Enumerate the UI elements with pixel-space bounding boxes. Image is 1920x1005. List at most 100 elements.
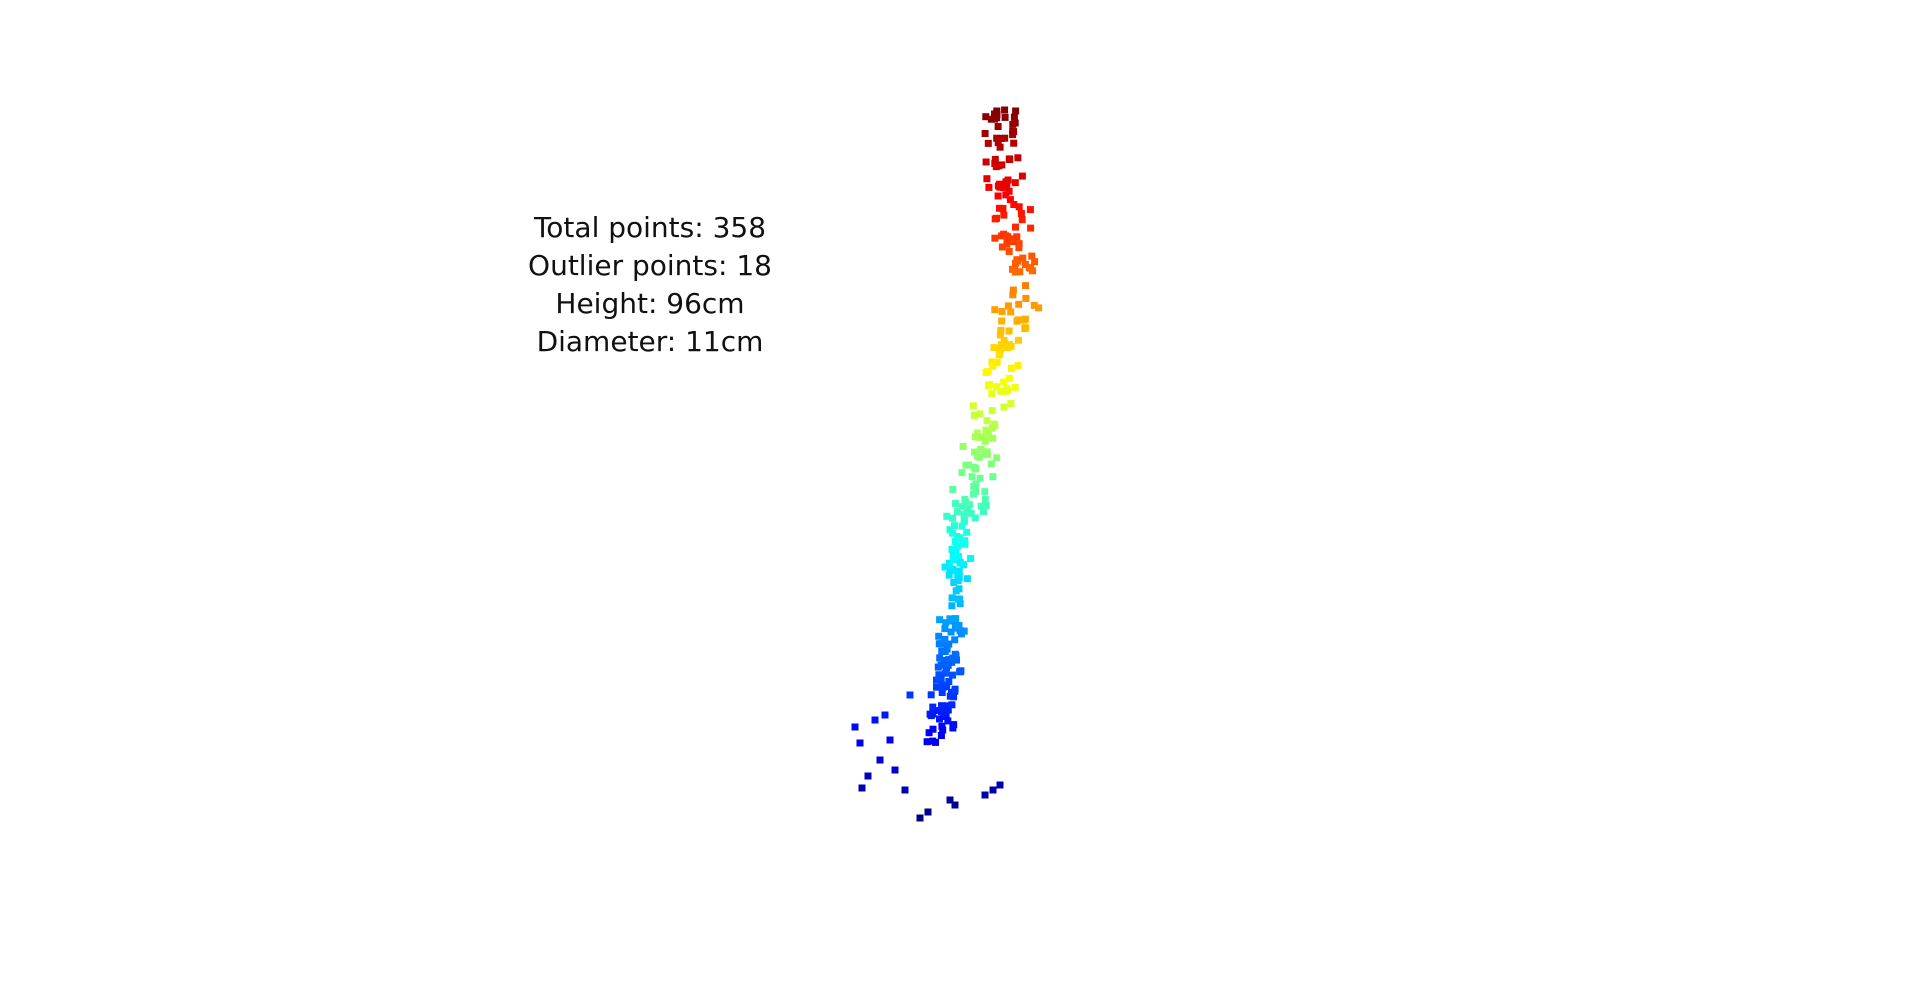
cloud-point [949,671,956,679]
cloud-point [989,434,997,442]
cloud-point [941,563,949,571]
cloud-point [1019,254,1027,262]
cloud-point [932,738,939,746]
cloud-point [864,772,872,780]
cloud-point [981,130,989,137]
cloud-point [1011,383,1019,391]
cloud-point [970,411,978,419]
diameter-label: Diameter: 11cm [536,325,764,358]
cloud-point [1007,364,1015,372]
cloud-point [958,469,966,477]
cloud-point [994,139,1002,147]
cloud-point [935,632,943,640]
cloud-point [953,508,961,516]
cloud-point [950,693,958,701]
cloud-point [1022,324,1030,332]
cloud-point [1000,337,1008,345]
cloud-point [990,420,998,428]
cloud-point [951,801,959,809]
cloud-point [1003,237,1011,245]
cloud-point [936,715,943,723]
cloud-point [990,344,998,352]
cloud-point [1015,244,1023,252]
cloud-point [978,433,986,441]
cloud-point [996,143,1004,151]
cloud-point [977,502,985,510]
cloud-point [943,645,951,653]
cloud-point [948,602,956,610]
cloud-point [959,540,967,548]
cloud-point [958,503,966,511]
cloud-point [1009,291,1017,299]
cloud-point [942,666,950,674]
cloud-point [952,615,960,623]
cloud-point [987,460,995,468]
cloud-point [941,635,949,643]
cloud-point [1035,304,1043,312]
cloud-point [938,702,945,710]
cloud-point [1011,179,1019,187]
cloud-point [976,410,984,418]
cloud-point [1005,155,1013,163]
cloud-point [927,691,935,699]
height-label: Height: 96cm [555,287,745,320]
cloud-point [929,725,937,733]
cloud-point [999,205,1007,212]
cloud-point [945,559,953,567]
cloud-point [983,417,991,425]
cloud-point [1031,258,1039,266]
cloud-point [995,351,1003,359]
cloud-point [994,192,1002,200]
cloud-point [972,483,979,491]
cloud-point [993,454,1001,462]
cloud-point [991,110,998,118]
cloud-point [941,625,949,633]
cloud-point [985,381,993,389]
cloud-point [1021,261,1029,268]
cloud-point [998,243,1006,251]
stats-overlay: Total points: 358 Outlier points: 18 Hei… [500,209,800,361]
cloud-point [936,616,944,624]
cloud-point [1001,106,1009,114]
cloud-point [989,473,997,481]
cloud-point [984,430,992,438]
cloud-point [926,710,934,718]
cloud-point [938,647,946,655]
cloud-point [1003,343,1011,351]
cloud-point [949,485,957,493]
cloud-point [991,155,999,163]
cloud-point [948,594,956,602]
cloud-point [998,134,1005,142]
cloud-point [947,628,955,636]
cloud-point [1000,211,1008,219]
cloud-point [982,502,990,510]
cloud-point [969,402,977,410]
cloud-point [948,701,956,709]
cloud-point [949,529,957,537]
cloud-point [1017,210,1025,217]
cloud-point [988,407,996,415]
cloud-point [891,766,899,774]
cloud-point [953,656,960,664]
cloud-point [1022,294,1030,302]
cloud-point [1013,256,1021,264]
cloud-point [965,501,973,509]
cloud-point [967,509,975,517]
cloud-point [981,496,989,503]
cloud-point [1028,252,1036,260]
cloud-point [982,113,990,121]
cloud-point [946,796,954,804]
cloud-point [856,739,864,747]
cloud-point [943,702,951,710]
cloud-point [971,433,979,441]
cloud-point [994,182,1002,190]
cloud-point [955,574,963,582]
cloud-point [1006,196,1014,204]
cloud-point [1005,248,1013,255]
total-points-label: Total points: 358 [533,211,767,244]
cloud-point [963,506,971,514]
cloud-point [1012,107,1020,115]
cloud-point [1018,216,1026,224]
